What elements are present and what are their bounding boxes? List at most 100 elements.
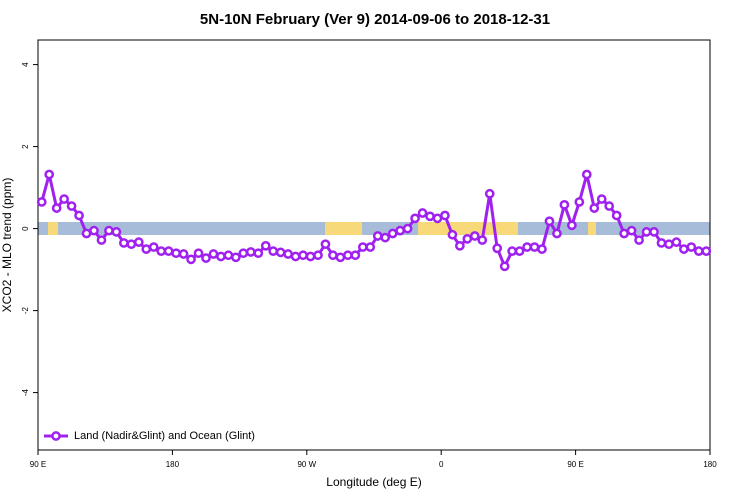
data-point xyxy=(641,227,652,237)
data-point xyxy=(290,251,301,262)
x-axis-label: Longitude (deg E) xyxy=(326,475,421,489)
data-point xyxy=(649,227,659,237)
data-point xyxy=(365,242,376,252)
x-tick-label: 90 E xyxy=(30,460,46,469)
data-point xyxy=(163,246,174,256)
data-point xyxy=(51,203,62,213)
data-point xyxy=(223,250,234,261)
land-patch xyxy=(48,222,58,235)
data-point xyxy=(74,210,84,221)
data-point xyxy=(425,211,435,222)
data-line xyxy=(40,174,707,270)
data-point xyxy=(686,242,697,252)
data-point xyxy=(679,244,689,254)
data-point xyxy=(253,248,264,259)
data-point xyxy=(156,246,167,256)
plot-frame xyxy=(37,39,711,451)
data-point xyxy=(126,239,137,250)
data-point xyxy=(552,228,562,239)
data-point xyxy=(178,249,189,259)
data-point xyxy=(626,225,637,236)
chart-title: 5N-10N February (Ver 9) 2014-09-06 to 20… xyxy=(200,11,550,28)
data-point xyxy=(193,248,204,259)
data-point xyxy=(66,201,77,211)
data-point xyxy=(44,169,55,180)
data-point xyxy=(133,237,144,247)
data-point xyxy=(171,248,181,259)
data-point xyxy=(447,229,458,240)
data-point xyxy=(611,210,622,221)
data-point xyxy=(604,201,615,211)
data-point xyxy=(260,240,271,251)
y-tick-label: 0 xyxy=(21,226,30,231)
data-point xyxy=(634,235,644,245)
data-point xyxy=(111,227,122,237)
land-patch xyxy=(418,222,448,235)
x-tick-label: 0 xyxy=(439,460,444,469)
data-point xyxy=(119,238,129,248)
data-point xyxy=(59,194,69,204)
land-patch xyxy=(325,222,362,235)
data-point xyxy=(81,228,92,239)
data-point xyxy=(440,210,450,221)
x-tick-label: 180 xyxy=(166,460,180,469)
legend-label: Land (Nadir&Glint) and Ocean (Glint) xyxy=(74,430,255,442)
data-point xyxy=(462,234,473,244)
data-point xyxy=(529,242,540,252)
data-point xyxy=(104,225,114,236)
data-point xyxy=(522,242,532,252)
data-point xyxy=(372,231,383,241)
data-point xyxy=(656,238,667,248)
data-point xyxy=(701,246,712,256)
data-point xyxy=(283,249,293,259)
data-point xyxy=(208,249,219,259)
data-point xyxy=(499,261,510,272)
data-point xyxy=(417,208,428,218)
y-tick-label: -4 xyxy=(21,388,30,396)
data-point xyxy=(537,244,547,254)
data-point xyxy=(619,228,629,239)
data-point xyxy=(148,242,159,252)
data-point xyxy=(664,239,674,250)
data-point xyxy=(231,252,241,263)
data-point xyxy=(477,235,488,245)
data-point xyxy=(380,232,391,243)
data-point xyxy=(141,244,152,254)
x-tick-label: 90 W xyxy=(297,460,316,469)
data-point xyxy=(387,228,398,239)
data-point xyxy=(469,231,480,241)
ocean-band xyxy=(38,222,710,235)
data-point xyxy=(574,197,585,207)
data-point xyxy=(514,246,525,256)
data-point xyxy=(567,220,577,231)
data-point xyxy=(559,199,570,210)
data-point xyxy=(492,243,503,254)
data-point xyxy=(96,235,107,245)
data-point xyxy=(245,247,256,257)
data-point xyxy=(693,246,704,256)
data-point xyxy=(395,225,405,236)
data-point xyxy=(186,254,196,265)
data-point xyxy=(455,240,465,251)
data-point xyxy=(201,253,211,263)
y-tick-label: -2 xyxy=(21,306,30,314)
data-point xyxy=(313,250,323,261)
data-point xyxy=(238,248,249,259)
x-tick-label: 90 E xyxy=(567,460,583,469)
data-point xyxy=(596,194,607,204)
y-tick-label: 2 xyxy=(21,144,30,149)
data-point xyxy=(275,247,286,258)
y-axis-label: XCO2 - MLO trend (ppm) xyxy=(0,178,14,313)
data-point xyxy=(507,246,517,256)
data-point xyxy=(298,250,308,261)
data-point xyxy=(671,237,682,247)
land-patch xyxy=(588,222,596,235)
data-point xyxy=(328,250,338,261)
legend-marker xyxy=(51,431,61,441)
data-point xyxy=(36,197,47,207)
data-point xyxy=(432,213,443,224)
data-point xyxy=(544,216,555,227)
data-point xyxy=(350,250,361,261)
data-point xyxy=(89,225,99,236)
